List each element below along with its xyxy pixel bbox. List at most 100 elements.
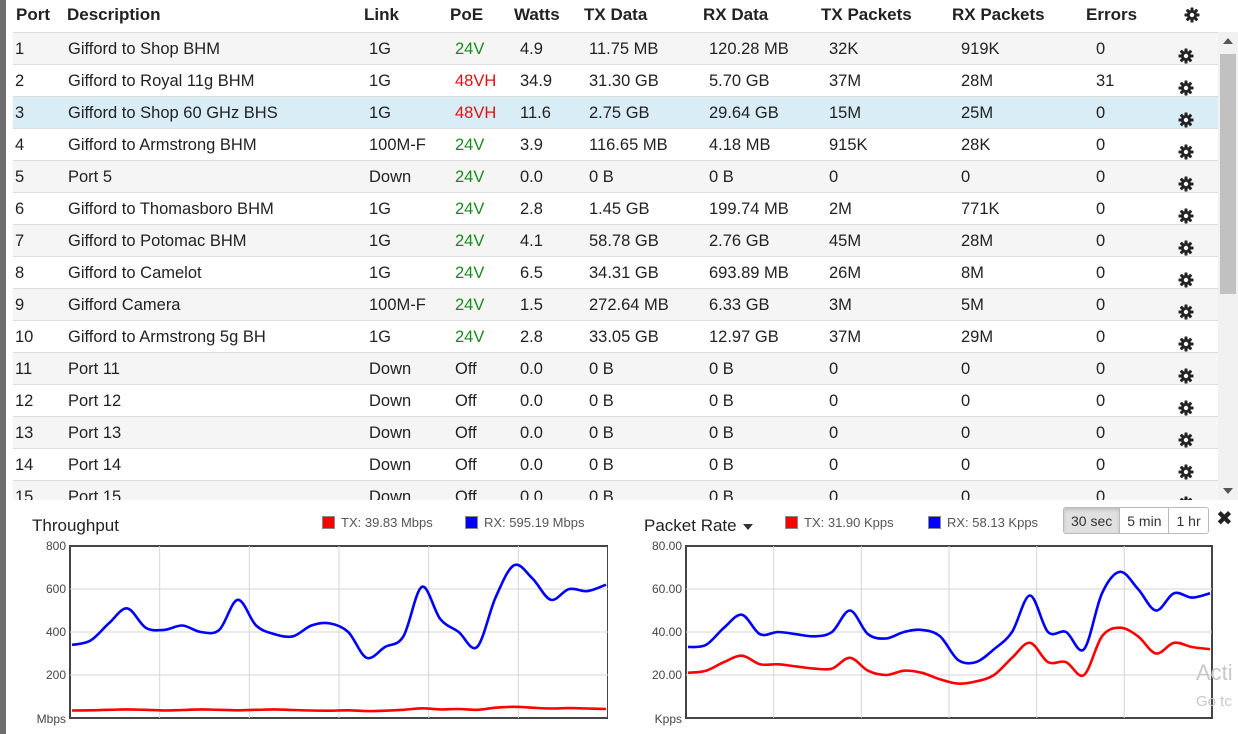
- packet-legend-rx[interactable]: RX: 58.13 Kpps: [928, 515, 1038, 530]
- table-row[interactable]: 4 Gifford to Armstrong BHM 100M-F 24V 3.9 116…: [13, 128, 1218, 160]
- port-settings-button[interactable]: [1178, 41, 1194, 64]
- port-settings-button[interactable]: [1178, 73, 1194, 96]
- gear-icon: [1178, 464, 1194, 485]
- throughput-legend-tx[interactable]: TX: 39.83 Mbps: [322, 515, 433, 530]
- link-status: Down: [369, 392, 412, 410]
- port-settings-button[interactable]: [1178, 201, 1194, 224]
- table-row[interactable]: 11 Port 11 Down Off 0.0 0 B 0 B 0 0 0: [13, 352, 1218, 384]
- tx-packets-value: 37M: [829, 72, 862, 90]
- errors-value: 0: [1096, 424, 1106, 442]
- port-settings-button[interactable]: [1178, 233, 1194, 256]
- port-settings-button[interactable]: [1178, 329, 1194, 352]
- tx-packets-value: 45M: [829, 232, 862, 250]
- gear-icon: [1178, 304, 1194, 325]
- time-5min-button[interactable]: 5 min: [1120, 508, 1170, 533]
- table-row[interactable]: 12 Port 12 Down Off 0.0 0 B 0 B 0 0 0: [13, 384, 1218, 416]
- watts-value: 11.6: [520, 104, 551, 122]
- scroll-down-icon[interactable]: [1223, 488, 1233, 494]
- port-settings-button[interactable]: [1178, 105, 1194, 128]
- errors-value: 0: [1096, 168, 1106, 186]
- tx-packets-value: 915K: [829, 136, 868, 154]
- port-settings-button[interactable]: [1178, 393, 1194, 416]
- port-settings-button[interactable]: [1178, 489, 1194, 500]
- table-row[interactable]: 10 Gifford to Armstrong 5g BH 1G 24V 2.8 33.0…: [13, 320, 1218, 352]
- link-status: 1G: [369, 200, 392, 218]
- table-scrollbar[interactable]: [1218, 32, 1238, 500]
- table-row[interactable]: 9 Gifford Camera 100M-F 24V 1.5 272.64 MB 6.33…: [13, 288, 1218, 320]
- table-row[interactable]: 3 Gifford to Shop 60 GHz BHS 1G 48VH 11.6 2.7…: [13, 96, 1218, 128]
- port-number: 4: [15, 136, 25, 154]
- rx-data-value: 0 B: [709, 360, 734, 378]
- col-header-watts[interactable]: Watts: [514, 5, 560, 24]
- poe-status: 24V: [455, 264, 485, 282]
- port-number: 5: [15, 168, 25, 186]
- table-row[interactable]: 8 Gifford to Camelot 1G 24V 6.5 34.31 GB 693.8…: [13, 256, 1218, 288]
- table-row[interactable]: 2 Gifford to Royal 11g BHM 1G 48VH 34.9 31.30…: [13, 64, 1218, 96]
- poe-status: Off: [455, 424, 477, 442]
- port-settings-button[interactable]: [1178, 361, 1194, 384]
- ports-table: 1 Gifford to Shop BHM 1G 24V 4.9 11.75 MB 120.…: [13, 32, 1218, 500]
- table-row[interactable]: 5 Port 5 Down 24V 0.0 0 B 0 B 0 0 0: [13, 160, 1218, 192]
- rx-data-value: 0 B: [709, 168, 734, 186]
- table-row[interactable]: 14 Port 14 Down Off 0.0 0 B 0 B 0 0 0: [13, 448, 1218, 480]
- scroll-thumb[interactable]: [1220, 54, 1236, 294]
- time-30sec-button[interactable]: 30 sec: [1064, 508, 1121, 533]
- col-header-port[interactable]: Port: [16, 5, 50, 24]
- tx-data-value: 0 B: [589, 360, 614, 378]
- col-header-errors[interactable]: Errors: [1086, 5, 1138, 24]
- gear-icon: [1178, 208, 1194, 229]
- throughput-legend-rx[interactable]: RX: 595.19 Mbps: [465, 515, 584, 530]
- link-status: Down: [369, 360, 412, 378]
- packet-legend-tx[interactable]: TX: 31.90 Kpps: [785, 515, 894, 530]
- y-tick-label: 800: [46, 540, 66, 553]
- header-settings-button[interactable]: [1184, 7, 1200, 28]
- port-number: 7: [15, 232, 25, 250]
- port-description: Gifford to Armstrong 5g BH: [68, 328, 266, 346]
- port-settings-button[interactable]: [1178, 297, 1194, 320]
- col-header-tx-packets[interactable]: TX Packets: [821, 5, 912, 24]
- scroll-up-icon[interactable]: [1223, 38, 1233, 44]
- errors-value: 0: [1096, 296, 1106, 314]
- rx-packets-value: 0: [961, 456, 971, 474]
- link-status: 100M-F: [369, 136, 426, 154]
- rx-packets-value: 0: [961, 168, 971, 186]
- port-settings-button[interactable]: [1178, 265, 1194, 288]
- port-settings-button[interactable]: [1178, 169, 1194, 192]
- poe-status: 24V: [455, 168, 485, 186]
- rx-packets-value: 8M: [961, 264, 984, 282]
- col-header-rx-packets[interactable]: RX Packets: [952, 5, 1045, 24]
- col-header-link[interactable]: Link: [364, 5, 399, 24]
- table-row[interactable]: 6 Gifford to Thomasboro BHM 1G 24V 2.8 1.45 G…: [13, 192, 1218, 224]
- throughput-chart: 200 400 600 800 Mbps: [37, 540, 608, 726]
- port-number: 13: [15, 424, 34, 442]
- gear-icon: [1184, 7, 1200, 23]
- close-icon[interactable]: ✖: [1216, 508, 1233, 530]
- port-number: 8: [15, 264, 25, 282]
- col-header-tx-data[interactable]: TX Data: [584, 5, 648, 24]
- table-row[interactable]: 7 Gifford to Potomac BHM 1G 24V 4.1 58.78 GB 2…: [13, 224, 1218, 256]
- rx-data-value: 199.74 MB: [709, 200, 789, 218]
- table-row[interactable]: 13 Port 13 Down Off 0.0 0 B 0 B 0 0 0: [13, 416, 1218, 448]
- port-settings-button[interactable]: [1178, 137, 1194, 160]
- port-settings-button[interactable]: [1178, 457, 1194, 480]
- poe-status: Off: [455, 488, 477, 500]
- tx-packets-value: 15M: [829, 104, 862, 122]
- port-settings-button[interactable]: [1178, 425, 1194, 448]
- link-status: Down: [369, 168, 412, 186]
- packet-rate-dropdown[interactable]: Packet Rate: [644, 516, 753, 536]
- table-row[interactable]: 1 Gifford to Shop BHM 1G 24V 4.9 11.75 MB 120.…: [13, 32, 1218, 64]
- gear-icon: [1178, 48, 1194, 69]
- tx-data-value: 31.30 GB: [589, 72, 659, 90]
- watts-value: 2.8: [520, 200, 543, 218]
- errors-value: 0: [1096, 264, 1106, 282]
- table-row[interactable]: 15 Port 15 Down Off 0.0 0 B 0 B 0 0 0: [13, 480, 1218, 500]
- series-line-tx: [71, 705, 607, 713]
- rx-packets-value: 0: [961, 424, 971, 442]
- col-header-description[interactable]: Description: [67, 5, 161, 24]
- port-description: Gifford to Camelot: [68, 264, 202, 282]
- tx-data-value: 1.45 GB: [589, 200, 650, 218]
- time-1hr-button[interactable]: 1 hr: [1169, 508, 1208, 533]
- col-header-poe[interactable]: PoE: [450, 5, 484, 24]
- port-description: Port 15: [68, 488, 122, 500]
- col-header-rx-data[interactable]: RX Data: [703, 5, 769, 24]
